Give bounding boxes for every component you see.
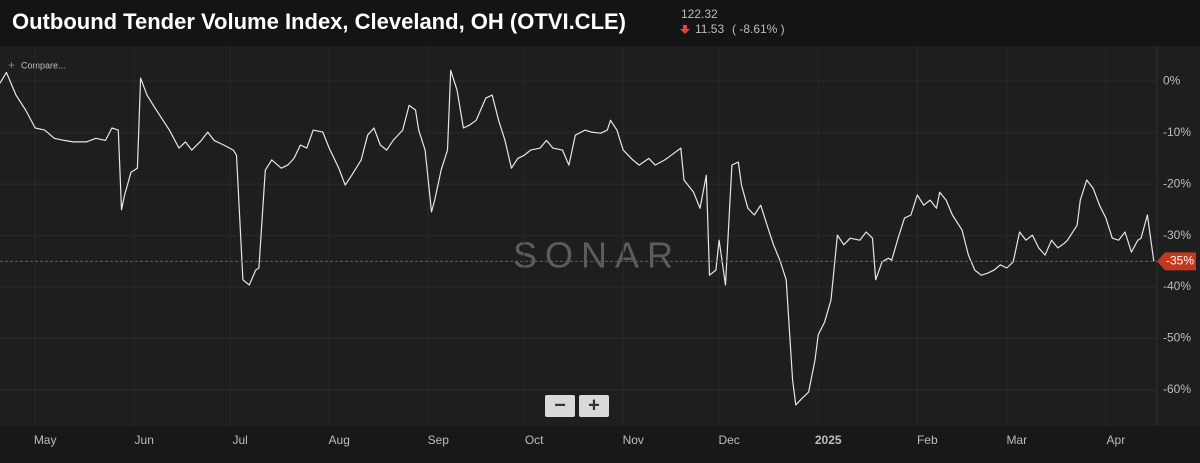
- y-tick-label: -60%: [1163, 382, 1191, 396]
- x-tick-label: 2025: [815, 433, 842, 447]
- x-tick-label: Mar: [1006, 433, 1027, 447]
- price: 122.32: [681, 7, 718, 21]
- down-arrow: [680, 25, 690, 34]
- change: 11.53: [695, 22, 724, 36]
- compare-button[interactable]: Compare...: [21, 60, 66, 70]
- x-tick-label: Nov: [623, 433, 644, 447]
- zoom-in-button[interactable]: [579, 395, 609, 417]
- x-tick-label: Aug: [329, 433, 350, 447]
- x-tick-label: Dec: [718, 433, 739, 447]
- zoom-out-button[interactable]: [545, 395, 575, 417]
- x-tick-label: May: [34, 433, 57, 447]
- zoom-out-label[interactable]: −: [554, 394, 566, 416]
- y-tick-label: -20%: [1163, 176, 1191, 190]
- watermark: SONAR: [513, 235, 681, 276]
- y-tick-label: -50%: [1163, 331, 1191, 345]
- x-tick-label: Apr: [1107, 433, 1126, 447]
- series-line: [0, 69, 1155, 406]
- x-tick-label: Jul: [232, 433, 247, 447]
- x-tick-label: Sep: [428, 433, 450, 447]
- compare-plus: +: [8, 58, 15, 72]
- y-tick-label: -10%: [1163, 125, 1191, 139]
- zoom-in-label[interactable]: +: [588, 394, 600, 416]
- header-bg: [0, 0, 1200, 46]
- x-tick-label: Feb: [917, 433, 938, 447]
- x-axis-bg: [0, 426, 1200, 463]
- y-tick-label: -40%: [1163, 279, 1191, 293]
- y-tick-label: -30%: [1163, 228, 1191, 242]
- x-tick-label: Jun: [135, 433, 154, 447]
- change-pct: ( -8.61% ): [732, 22, 785, 36]
- chart-title: Outbound Tender Volume Index, Cleveland,…: [12, 9, 626, 34]
- plot: May Jun Jul Aug Sep Oct Nov Dec 2025 Feb Mar Apr 0% -…: [0, 46, 1196, 447]
- y-tick-label: 0%: [1163, 73, 1181, 87]
- reference-tag: [1157, 252, 1196, 271]
- reference-label: -35%: [1166, 253, 1194, 267]
- x-tick-label: Oct: [525, 433, 544, 447]
